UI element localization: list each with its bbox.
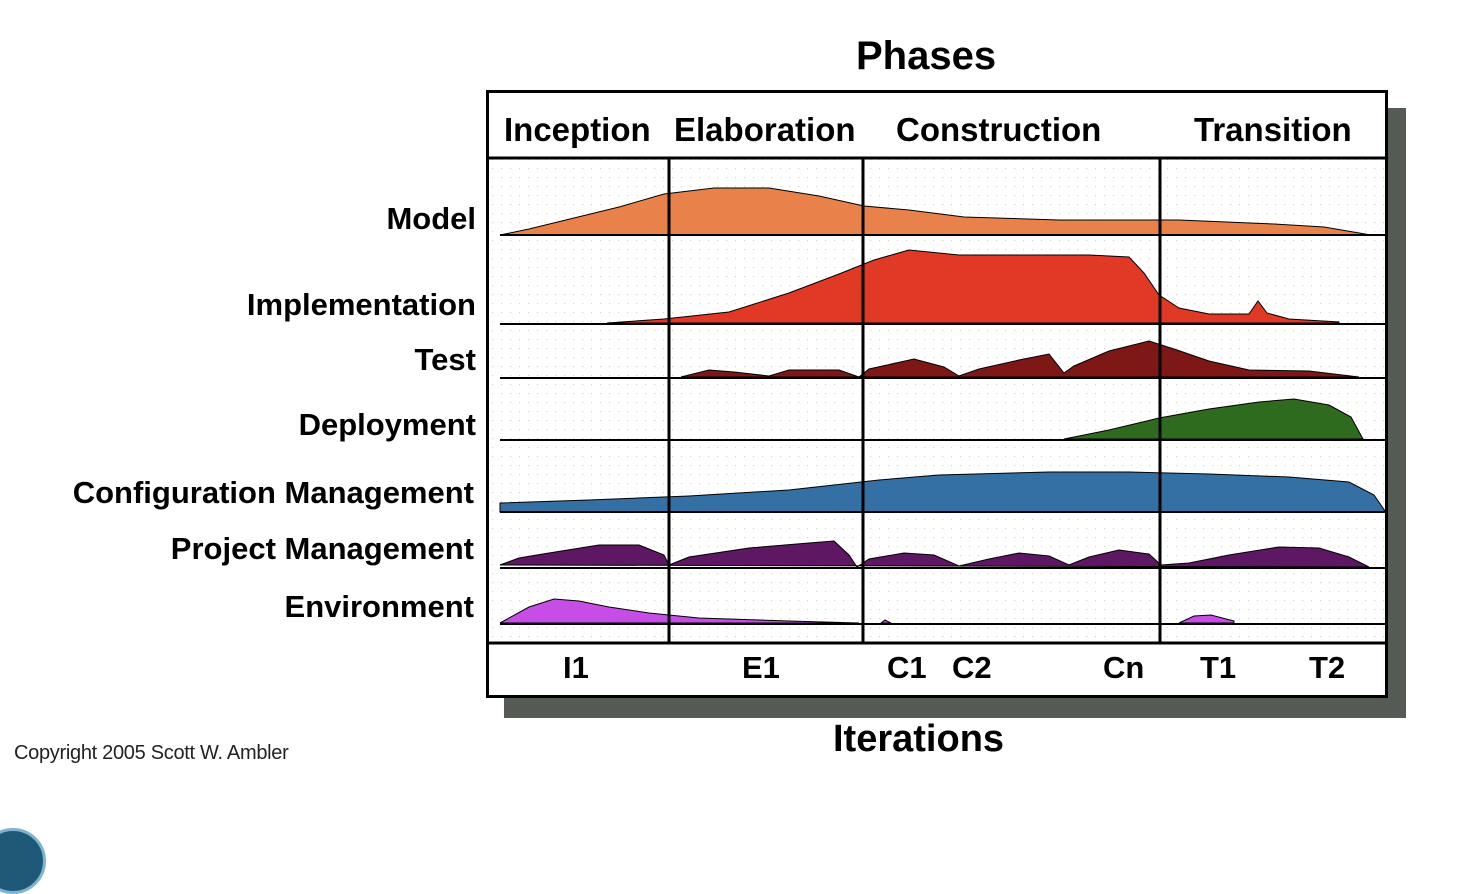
diagram-title: Phases <box>856 34 997 78</box>
iteration-cn: Cn <box>1103 650 1145 685</box>
slide-corner-decoration <box>0 828 46 894</box>
configuration-management-hump <box>499 471 1385 513</box>
phase-construction: Construction <box>896 111 1102 148</box>
copyright-text: Copyright 2005 Scott W. Ambler <box>14 742 289 764</box>
deployment-hump <box>1063 398 1364 440</box>
implementation-hump <box>606 249 1340 324</box>
discipline-humps-chart <box>489 156 1385 645</box>
discipline-label-deployment: Deployment <box>298 407 476 442</box>
iteration-t2: T2 <box>1309 650 1346 685</box>
iterations-caption: Iterations <box>833 718 1005 760</box>
iteration-e1: E1 <box>742 650 780 685</box>
iteration-c1: C1 <box>887 650 927 685</box>
phase-transition: Transition <box>1194 111 1352 148</box>
discipline-label-configuration-management: Configuration Management <box>72 475 474 510</box>
test-hump <box>680 340 1360 378</box>
project-management-hump <box>499 540 1370 568</box>
iteration-i1: I1 <box>563 650 589 685</box>
iteration-t1: T1 <box>1200 650 1237 685</box>
diagram-frame: Inception Elaboration Construction Trans… <box>486 90 1388 698</box>
iteration-c2: C2 <box>952 650 992 685</box>
phase-inception: Inception <box>504 111 651 148</box>
discipline-label-project-management: Project Management <box>170 531 474 566</box>
discipline-label-implementation: Implementation <box>246 287 476 322</box>
discipline-label-model: Model <box>386 201 476 236</box>
phase-elaboration: Elaboration <box>674 111 856 148</box>
discipline-label-environment: Environment <box>284 589 474 624</box>
discipline-label-test: Test <box>414 342 476 377</box>
